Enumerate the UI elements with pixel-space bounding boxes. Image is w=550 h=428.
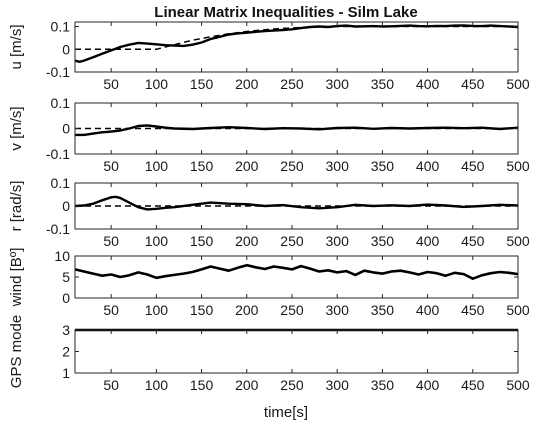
r-x-tick-label: 400 xyxy=(416,233,440,249)
u-axes-box xyxy=(74,21,519,73)
v-y-tick-label: 0.1 xyxy=(51,95,71,111)
r-x-tick-label: 100 xyxy=(145,233,169,249)
wind-y-tick-label: 5 xyxy=(62,269,70,285)
u-x-tick-label: 100 xyxy=(145,76,169,92)
wind-x-tick-label: 50 xyxy=(103,302,119,318)
v-x-tick-label: 250 xyxy=(280,158,304,174)
u-x-tick-label: 200 xyxy=(235,76,259,92)
v-x-tick-label: 350 xyxy=(371,158,395,174)
gps-x-tick-label: 500 xyxy=(506,377,530,393)
r-x-tick-label: 250 xyxy=(280,233,304,249)
u-x-tick-label: 450 xyxy=(461,76,485,92)
u-y-tick-label: -0.1 xyxy=(46,64,70,80)
v-x-tick-label: 300 xyxy=(326,158,350,174)
u-x-tick-label: 400 xyxy=(416,76,440,92)
gps-y-tick-label: 1 xyxy=(62,365,70,381)
r-y-tick-label: 0.1 xyxy=(51,175,71,191)
r-y-tick-label: -0.1 xyxy=(46,221,70,237)
gps-x-tick-label: 200 xyxy=(235,377,259,393)
u-reference-line xyxy=(75,25,518,51)
wind-y-tick-label: 10 xyxy=(54,248,70,264)
gps-y-axis-label: GPS mode xyxy=(8,315,25,388)
u-x-tick-label: 250 xyxy=(280,76,304,92)
v-x-tick-label: 50 xyxy=(103,158,119,174)
wind-x-tick-label: 450 xyxy=(461,302,485,318)
r-x-tick-label: 350 xyxy=(371,233,395,249)
gps-axes-box xyxy=(74,329,519,374)
wind-y-axis-label: wind [Bº] xyxy=(8,248,25,308)
wind-y-tick-label: 0 xyxy=(62,290,70,306)
v-y-axis-label: v [m/s] xyxy=(8,106,25,150)
v-y-tick-label: -0.1 xyxy=(46,146,70,162)
wind-x-tick-label: 200 xyxy=(235,302,259,318)
r-y-tick-label: 0 xyxy=(62,198,70,214)
r-x-tick-label: 50 xyxy=(103,233,119,249)
u-y-tick-label: 0 xyxy=(62,41,70,57)
gps-x-tick-label: 300 xyxy=(326,377,350,393)
v-x-tick-label: 150 xyxy=(190,158,214,174)
r-x-tick-label: 500 xyxy=(506,233,530,249)
subplot-wind: 0 5 10 50 100 150 200 250 300 350 400 450 500 wind [B… xyxy=(8,248,530,318)
wind-x-tick-label: 350 xyxy=(371,302,395,318)
gps-y-tick-label: 2 xyxy=(62,344,70,360)
r-y-axis-label: r [rad/s] xyxy=(8,181,25,232)
u-x-tick-label: 300 xyxy=(326,76,350,92)
wind-x-tick-label: 500 xyxy=(506,302,530,318)
x-axis-label: time[s] xyxy=(264,404,308,421)
u-y-axis-label: u [m/s] xyxy=(8,24,25,69)
wind-x-tick-label: 100 xyxy=(145,302,169,318)
r-x-tick-label: 450 xyxy=(461,233,485,249)
subplot-u-velocity: -0.1 0 0.1 50 100 150 200 250 300 350 400 450 500 u [… xyxy=(8,19,530,92)
gps-x-tick-label: 50 xyxy=(103,377,119,393)
wind-x-tick-label: 400 xyxy=(416,302,440,318)
u-x-tick-label: 50 xyxy=(103,76,119,92)
u-y-tick-label: 0.1 xyxy=(51,19,71,35)
gps-x-tick-label: 150 xyxy=(190,377,214,393)
gps-x-tick-label: 350 xyxy=(371,377,395,393)
r-x-tick-label: 150 xyxy=(190,233,214,249)
r-x-tick-label: 200 xyxy=(235,233,259,249)
v-x-tick-label: 450 xyxy=(461,158,485,174)
u-x-tick-label: 350 xyxy=(371,76,395,92)
gps-y-tick-label: 3 xyxy=(62,322,70,338)
wind-axes-box xyxy=(74,255,519,299)
r-measured-line xyxy=(74,195,519,211)
v-x-tick-label: 200 xyxy=(235,158,259,174)
wind-x-tick-label: 150 xyxy=(190,302,214,318)
u-x-tick-label: 500 xyxy=(506,76,530,92)
wind-x-tick-label: 300 xyxy=(326,302,350,318)
subplot-v-velocity: -0.1 0 0.1 50 100 150 200 250 300 350 400 450 500 v [… xyxy=(8,95,530,174)
v-measured-line xyxy=(75,124,519,137)
gps-x-tick-label: 100 xyxy=(145,377,169,393)
v-x-tick-label: 400 xyxy=(416,158,440,174)
chart-title: Linear Matrix Inequalities - Silm Lake xyxy=(154,4,417,21)
r-x-tick-label: 300 xyxy=(326,233,350,249)
gps-x-tick-label: 400 xyxy=(416,377,440,393)
subplot-yaw-rate: -0.1 0 0.1 50 100 150 200 250 300 350 400 450 500 r [… xyxy=(8,175,530,249)
u-x-tick-label: 150 xyxy=(190,76,214,92)
gps-x-tick-label: 450 xyxy=(461,377,485,393)
wind-x-tick-label: 250 xyxy=(280,302,304,318)
wind-measured-line xyxy=(74,263,519,280)
v-x-tick-label: 100 xyxy=(145,158,169,174)
gps-x-tick-label: 250 xyxy=(280,377,304,393)
v-x-tick-label: 500 xyxy=(506,158,530,174)
u-measured-line xyxy=(74,24,519,63)
v-y-tick-label: 0 xyxy=(62,121,70,137)
